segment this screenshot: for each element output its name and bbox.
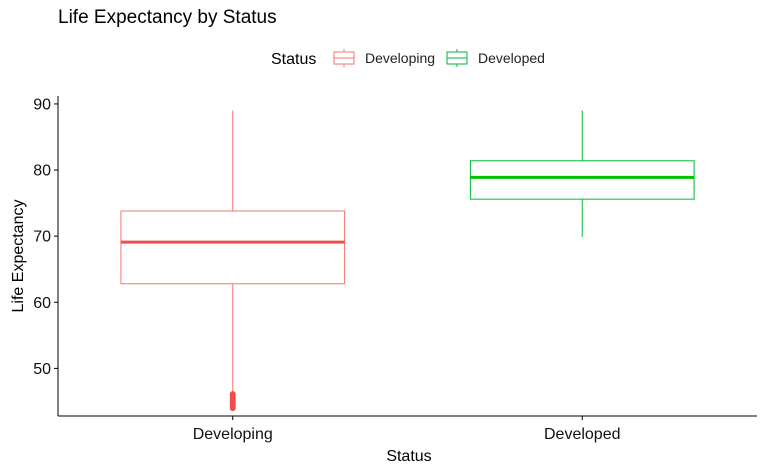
y-tick-label: 90 — [33, 96, 51, 113]
y-tick-label: 70 — [33, 229, 51, 246]
box-developing — [120, 110, 346, 412]
y-axis-ticks: 50 60 70 80 90 — [33, 96, 58, 378]
legend: Status Developing Developed — [271, 49, 545, 68]
plot-area — [120, 110, 695, 412]
iqr-box — [120, 210, 346, 285]
x-tick-label: Developed — [544, 426, 621, 443]
box-developed — [469, 110, 695, 237]
y-tick-label: 80 — [33, 163, 51, 180]
x-axis-title: Status — [386, 448, 431, 465]
iqr-box — [469, 160, 695, 200]
chart-title: Life Expectancy by Status — [58, 7, 277, 28]
y-tick-label: 50 — [33, 361, 51, 378]
legend-key-developing — [333, 49, 355, 67]
x-axis-ticks: Developing Developed — [193, 416, 621, 443]
y-tick-label: 60 — [33, 295, 51, 312]
legend-label-developed: Developed — [478, 50, 545, 66]
y-axis-title: Life Expectancy — [10, 200, 27, 313]
outlier-point — [229, 391, 236, 398]
x-tick-label: Developing — [193, 426, 273, 443]
legend-key-developed — [446, 49, 468, 67]
legend-title: Status — [271, 51, 316, 68]
legend-label-developing: Developing — [365, 50, 435, 66]
